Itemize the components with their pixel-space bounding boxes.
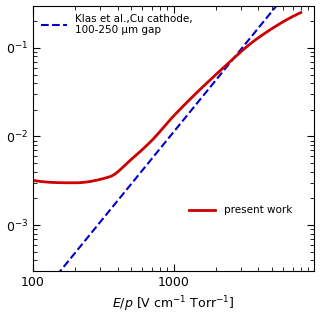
Klas et al.,Cu cathode,
100-250 μm gap	[232, 56, 236, 60]
Klas et al.,Cu cathode,
100-250 μm gap	[208, 85, 212, 89]
present work	[299, 11, 303, 14]
Klas et al.,Cu cathode,
100-250 μm gap	[84, 237, 88, 241]
present work	[251, 40, 255, 44]
present work	[176, 109, 180, 113]
present work	[159, 129, 163, 133]
present work	[73, 181, 76, 185]
Line: Klas et al.,Cu cathode,
100-250 μm gap: Klas et al.,Cu cathode, 100-250 μm gap	[57, 0, 301, 276]
present work	[160, 127, 164, 131]
present work	[293, 13, 297, 17]
Klas et al.,Cu cathode,
100-250 μm gap	[55, 274, 59, 277]
Klas et al.,Cu cathode,
100-250 μm gap	[151, 155, 155, 159]
present work	[31, 178, 35, 182]
Klas et al.,Cu cathode,
100-250 μm gap	[134, 176, 138, 180]
Klas et al.,Cu cathode,
100-250 μm gap	[231, 57, 235, 61]
present work	[191, 95, 195, 99]
Line: present work: present work	[33, 12, 301, 183]
Legend: present work: present work	[186, 202, 295, 218]
X-axis label: $E/p$ [V cm$^{-1}$ Torr$^{-1}$]: $E/p$ [V cm$^{-1}$ Torr$^{-1}$]	[112, 295, 235, 315]
